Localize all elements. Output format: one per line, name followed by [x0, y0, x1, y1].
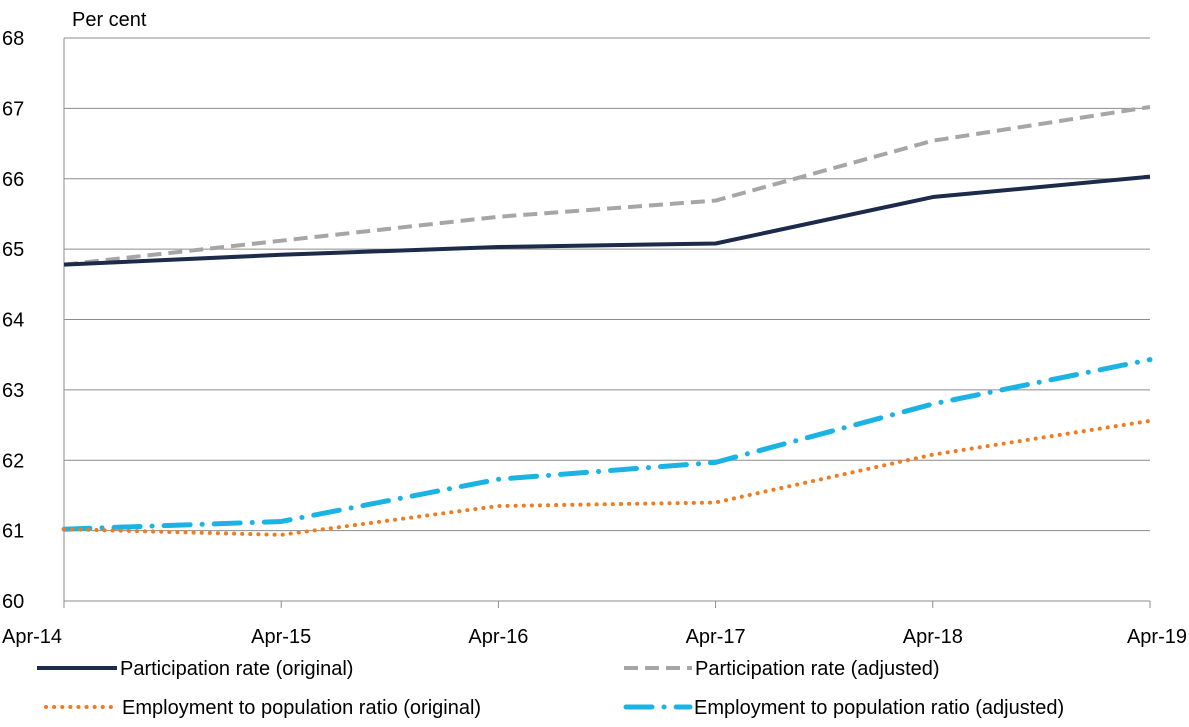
y-tick-label: 63	[2, 380, 24, 402]
series-line-3	[61, 357, 1153, 532]
x-tick-label: Apr-17	[686, 626, 746, 648]
y-tick-label: 64	[2, 310, 24, 332]
legend-label: Employment to population ratio (adjusted…	[694, 697, 1064, 719]
series-line-1	[63, 104, 1151, 267]
axes: 60 61 62 63 64 65 66 67 68 Per cent Apr-14 Apr-15 Ap…	[2, 9, 1187, 648]
x-tick-label: Apr-19	[1127, 626, 1187, 648]
x-tick-label: Apr-14	[2, 626, 62, 648]
y-tick-label: 65	[2, 239, 24, 261]
y-axis-label: Per cent	[72, 9, 147, 31]
gridlines	[64, 37, 1150, 532]
x-tick-label: Apr-15	[251, 626, 311, 648]
x-tick-label: Apr-18	[903, 626, 963, 648]
y-tick-label: 61	[2, 521, 24, 543]
series-lines	[61, 104, 1153, 537]
y-tick-label: 67	[2, 98, 24, 120]
legend: Participation rate (original) Participati…	[37, 658, 1064, 719]
y-tick-label: 66	[2, 169, 24, 191]
legend-label: Participation rate (adjusted)	[695, 658, 940, 680]
x-tick-label: Apr-16	[468, 626, 528, 648]
series-line-2	[62, 418, 1152, 537]
y-tick-label: 60	[2, 591, 24, 613]
y-tick-label: 68	[2, 28, 24, 50]
series-line-0	[63, 174, 1151, 267]
legend-label: Participation rate (original)	[120, 658, 353, 680]
legend-label: Employment to population ratio (original…	[122, 697, 481, 719]
y-tick-label: 62	[2, 450, 24, 472]
